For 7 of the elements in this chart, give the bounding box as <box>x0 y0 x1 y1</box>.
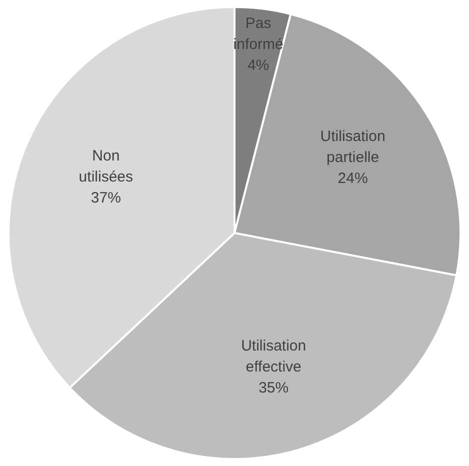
data-label: 35% <box>258 380 289 397</box>
data-label: 37% <box>90 189 121 206</box>
slice-label: Utilisation partielle <box>320 128 386 166</box>
slice-label: Utilisation effective <box>241 338 306 376</box>
data-label: 4% <box>247 56 270 74</box>
slice-label: Non utilisées <box>78 147 134 186</box>
data-label: 24% <box>338 170 368 188</box>
